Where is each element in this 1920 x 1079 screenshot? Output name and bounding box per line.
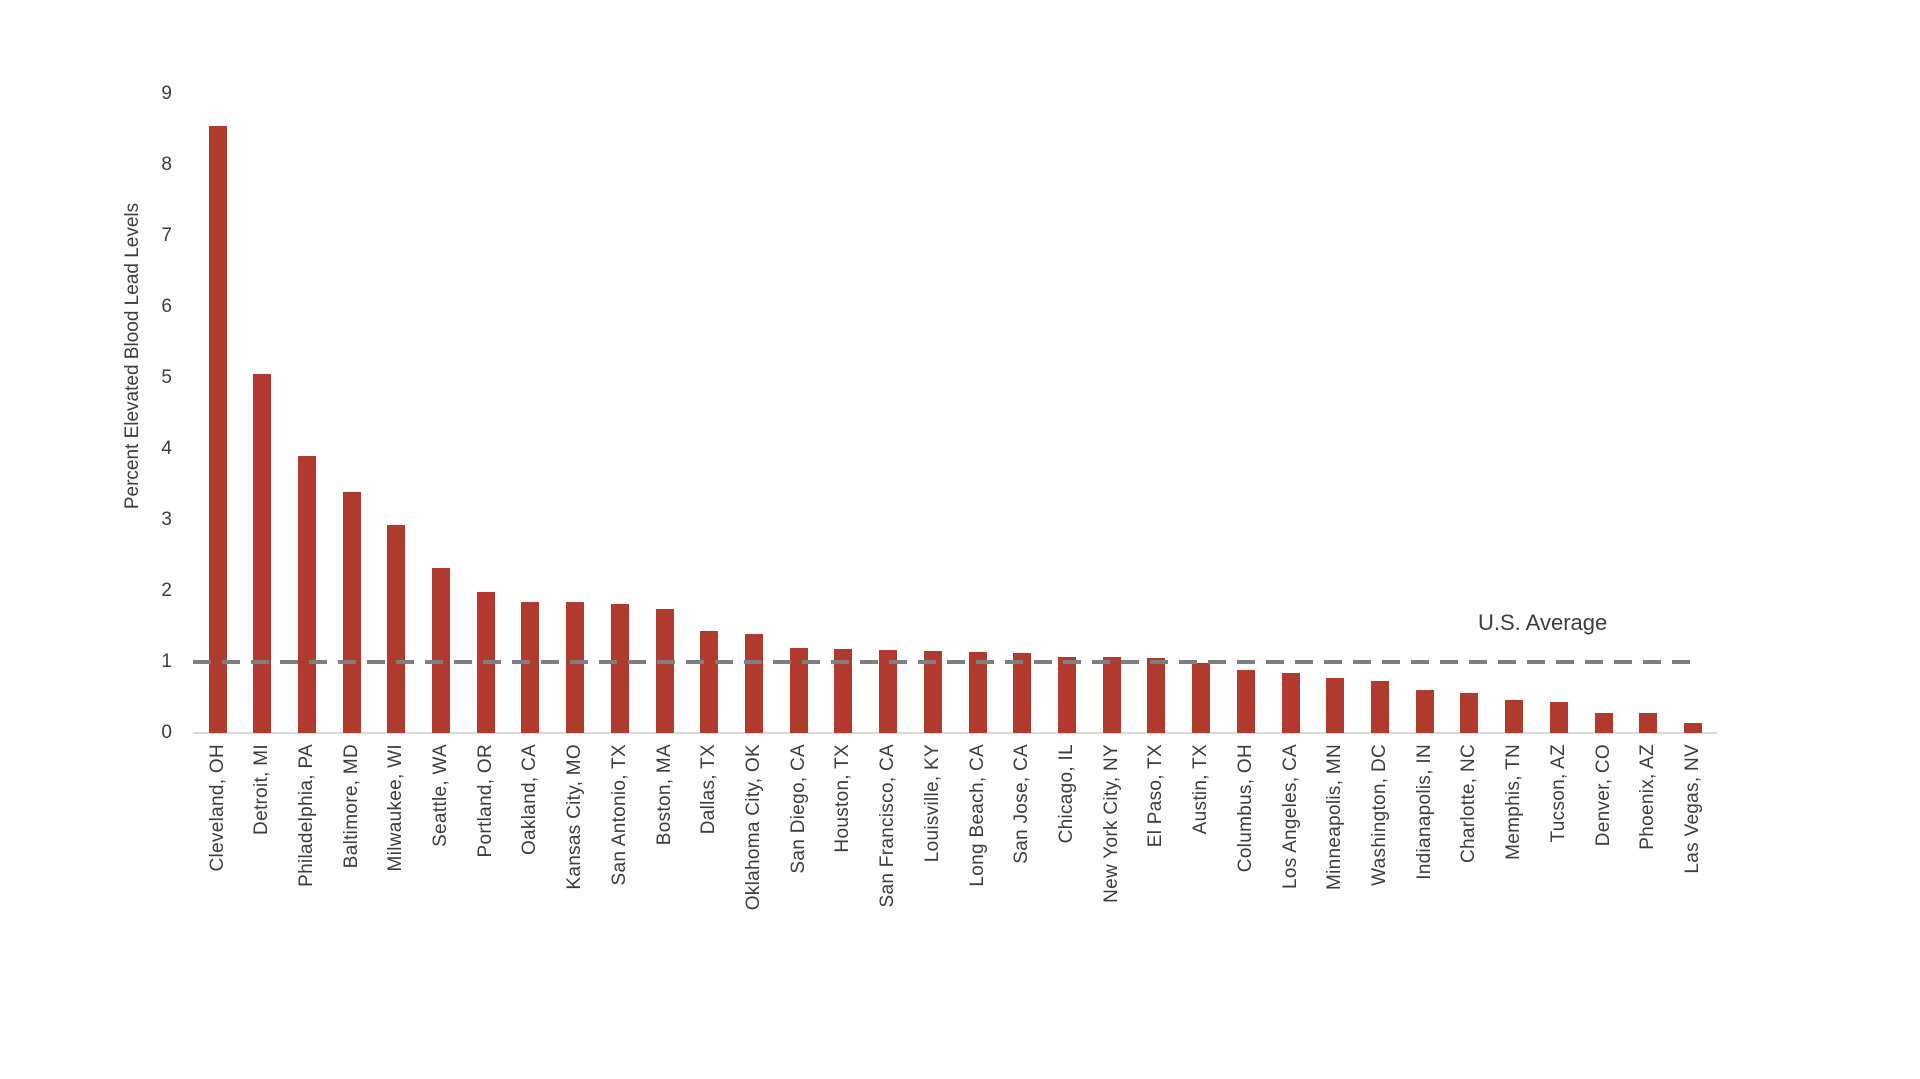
x-category-label-denver-co: Denver, CO <box>1593 744 1614 847</box>
bar-san-antonio-tx <box>611 604 629 733</box>
us-average-label: U.S. Average <box>1478 610 1608 635</box>
x-category-label-san-antonio-tx: San Antonio, TX <box>609 744 630 886</box>
x-category-label-phoenix-az: Phoenix, AZ <box>1637 744 1658 850</box>
bar-dallas-tx <box>700 631 718 733</box>
x-category-label-austin-tx: Austin, TX <box>1190 744 1211 835</box>
bar-new-york-city-ny <box>1103 657 1121 733</box>
x-category-label-oakland-ca: Oakland, CA <box>519 744 540 856</box>
bar-chicago-il <box>1058 657 1076 733</box>
bar-detroit-mi <box>253 374 271 733</box>
bar-los-angeles-ca <box>1282 673 1300 733</box>
x-category-label-indianapolis-in: Indianapolis, IN <box>1414 744 1435 880</box>
x-category-label-memphis-tn: Memphis, TN <box>1503 744 1524 860</box>
bar-el-paso-tx <box>1147 658 1165 733</box>
y-tick-label-6: 6 <box>161 296 172 317</box>
x-category-label-philadelphia-pa: Philadelphia, PA <box>296 744 317 887</box>
bar-minneapolis-mn <box>1326 678 1344 733</box>
bar-indianapolis-in <box>1416 690 1434 733</box>
x-category-label-oklahoma-city-ok: Oklahoma City, OK <box>743 744 764 911</box>
bar-cleveland-oh <box>209 126 227 733</box>
y-tick-label-9: 9 <box>161 83 172 104</box>
x-category-label-minneapolis-mn: Minneapolis, MN <box>1324 744 1345 890</box>
x-category-label-long-beach-ca: Long Beach, CA <box>967 744 988 887</box>
x-category-label-tucson-az: Tucson, AZ <box>1548 744 1569 843</box>
x-category-label-washington-dc: Washington, DC <box>1369 744 1390 886</box>
bar-las-vegas-nv <box>1684 723 1702 733</box>
bar-memphis-tn <box>1505 700 1523 733</box>
y-tick-label-3: 3 <box>161 509 172 530</box>
x-category-label-detroit-mi: Detroit, MI <box>251 744 272 835</box>
y-axis-title: Percent Elevated Blood Lead Levels <box>122 202 143 510</box>
bar-louisville-ky <box>924 651 942 733</box>
bar-kansas-city-mo <box>566 602 584 733</box>
x-category-label-baltimore-md: Baltimore, MD <box>341 744 362 869</box>
x-category-label-cleveland-oh: Cleveland, OH <box>207 744 228 872</box>
bar-denver-co <box>1595 713 1613 733</box>
bar-baltimore-md <box>343 492 361 733</box>
y-tick-label-4: 4 <box>161 438 172 459</box>
bar-long-beach-ca <box>969 652 987 733</box>
x-category-label-dallas-tx: Dallas, TX <box>698 744 719 835</box>
x-category-label-el-paso-tx: El Paso, TX <box>1145 744 1166 848</box>
y-tick-label-7: 7 <box>161 225 172 246</box>
y-tick-label-0: 0 <box>161 722 172 743</box>
us-average-reference-line <box>193 660 1695 664</box>
x-category-label-los-angeles-ca: Los Angeles, CA <box>1280 744 1301 889</box>
bar-san-jose-ca <box>1013 653 1031 733</box>
bar-austin-tx <box>1192 663 1210 733</box>
y-tick-label-1: 1 <box>161 651 172 672</box>
x-category-label-louisville-ky: Louisville, KY <box>922 744 943 863</box>
bar-san-diego-ca <box>790 648 808 733</box>
bar-oklahoma-city-ok <box>745 634 763 733</box>
bar-phoenix-az <box>1639 713 1657 733</box>
bar-san-francisco-ca <box>879 650 897 733</box>
x-category-label-milwaukee-wi: Milwaukee, WI <box>385 744 406 872</box>
x-category-label-san-diego-ca: San Diego, CA <box>788 744 809 874</box>
bar-seattle-wa <box>432 568 450 733</box>
x-axis-baseline <box>193 732 1717 734</box>
bar-philadelphia-pa <box>298 456 316 733</box>
bar-oakland-ca <box>521 602 539 733</box>
bar-charlotte-nc <box>1460 693 1478 733</box>
x-category-label-new-york-city-ny: New York City, NY <box>1101 744 1122 903</box>
y-tick-label-5: 5 <box>161 367 172 388</box>
x-category-label-kansas-city-mo: Kansas City, MO <box>564 744 585 890</box>
y-tick-label-8: 8 <box>161 154 172 175</box>
bar-washington-dc <box>1371 681 1389 733</box>
bar-houston-tx <box>834 649 852 733</box>
x-category-label-las-vegas-nv: Las Vegas, NV <box>1682 744 1703 874</box>
x-category-label-charlotte-nc: Charlotte, NC <box>1458 744 1479 863</box>
bar-columbus-oh <box>1237 670 1255 733</box>
x-category-label-columbus-oh: Columbus, OH <box>1235 744 1256 873</box>
x-category-label-seattle-wa: Seattle, WA <box>430 744 451 847</box>
x-category-label-chicago-il: Chicago, IL <box>1056 744 1077 844</box>
x-category-label-portland-or: Portland, OR <box>475 744 496 858</box>
bar-tucson-az <box>1550 702 1568 733</box>
x-category-label-san-francisco-ca: San Francisco, CA <box>877 744 898 908</box>
x-category-label-houston-tx: Houston, TX <box>832 744 853 853</box>
bar-milwaukee-wi <box>387 525 405 733</box>
y-tick-label-2: 2 <box>161 580 172 601</box>
bar-boston-ma <box>656 609 674 733</box>
x-category-label-san-jose-ca: San Jose, CA <box>1011 744 1032 864</box>
x-category-label-boston-ma: Boston, MA <box>654 744 675 846</box>
